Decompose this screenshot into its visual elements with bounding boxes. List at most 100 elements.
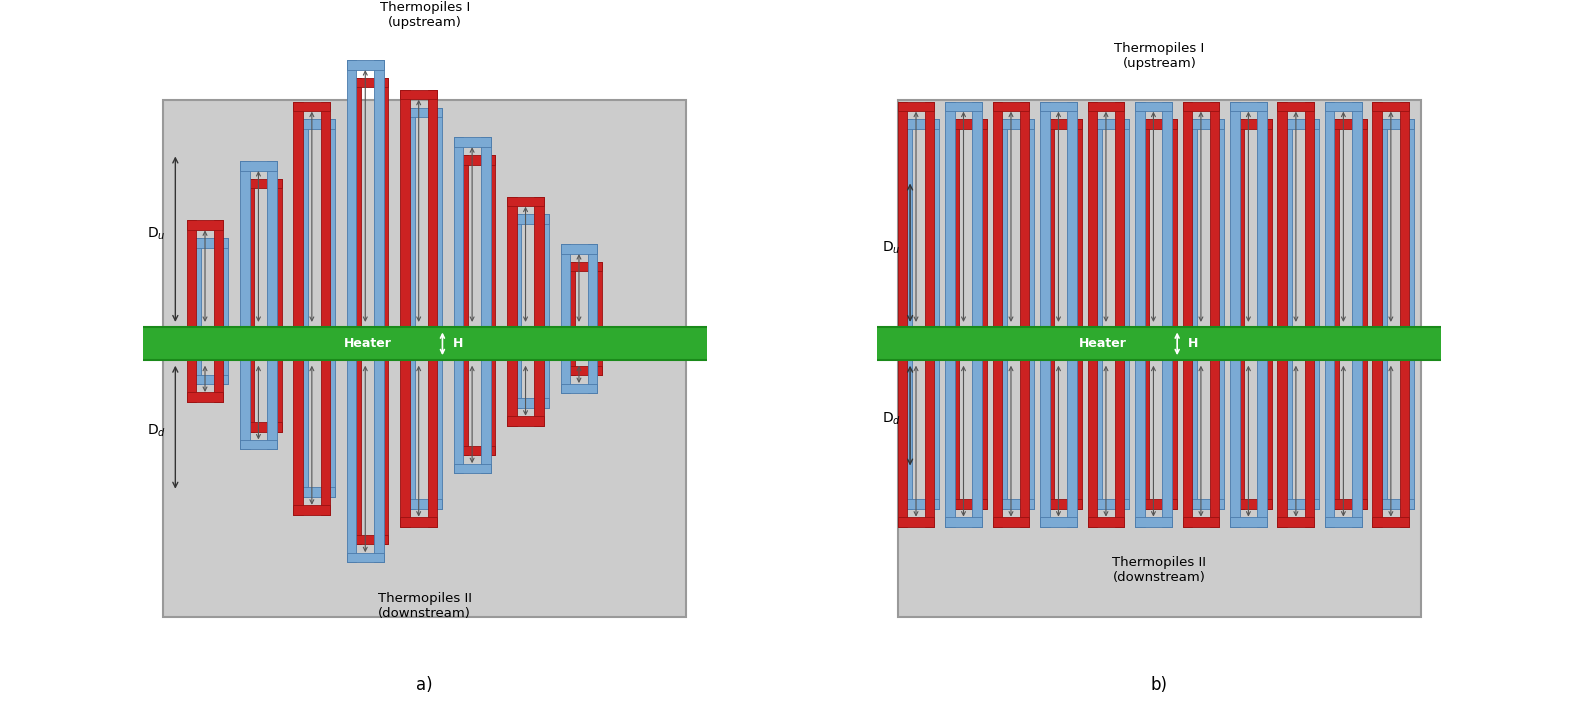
Bar — [325, 120, 334, 327]
Bar — [998, 360, 1007, 509]
Bar — [1163, 360, 1172, 527]
Bar — [1357, 120, 1367, 327]
Bar — [1376, 499, 1415, 509]
Bar — [379, 78, 388, 327]
Bar — [950, 360, 960, 509]
Bar — [187, 221, 196, 327]
Bar — [1281, 499, 1319, 509]
Bar — [930, 360, 939, 509]
Bar — [272, 179, 282, 327]
Bar — [268, 161, 277, 327]
Bar — [1405, 360, 1415, 509]
Bar — [512, 214, 521, 327]
Bar — [1136, 360, 1145, 527]
Bar — [1357, 360, 1367, 509]
Text: a): a) — [417, 676, 432, 694]
Bar — [1093, 499, 1129, 509]
Bar — [1277, 360, 1286, 527]
Bar — [1324, 102, 1334, 327]
Bar — [293, 102, 303, 327]
Bar — [374, 360, 383, 562]
Bar — [1183, 517, 1220, 527]
Bar — [561, 384, 597, 393]
Bar — [1140, 360, 1150, 509]
Bar — [192, 374, 228, 384]
Bar — [1236, 120, 1272, 129]
Bar — [482, 137, 491, 327]
Bar — [898, 360, 908, 527]
Bar — [539, 360, 548, 408]
Bar — [950, 499, 987, 509]
Bar — [898, 102, 908, 327]
Bar — [998, 120, 1007, 327]
Bar — [1183, 360, 1193, 527]
Bar — [1231, 360, 1240, 527]
Bar — [298, 360, 307, 497]
Bar — [1088, 102, 1125, 111]
Bar — [1231, 517, 1267, 527]
Bar — [1136, 102, 1172, 111]
Bar — [1188, 120, 1224, 129]
Bar — [561, 244, 597, 253]
Bar — [1262, 120, 1272, 327]
Bar — [1088, 102, 1098, 327]
Bar — [1329, 120, 1338, 327]
Bar — [379, 360, 388, 544]
Bar — [214, 360, 223, 402]
Bar — [214, 221, 223, 327]
Bar — [950, 120, 960, 327]
Bar — [993, 102, 1030, 111]
Bar — [325, 360, 334, 497]
Bar — [1210, 102, 1220, 327]
Bar — [1210, 360, 1220, 527]
Bar — [401, 90, 437, 100]
Bar — [1115, 360, 1125, 527]
Bar — [187, 221, 223, 230]
Text: D$_u$: D$_u$ — [147, 226, 166, 242]
Bar — [298, 120, 334, 129]
Bar — [1025, 120, 1034, 327]
Bar — [1324, 360, 1334, 527]
Bar — [163, 100, 686, 617]
Bar — [1310, 360, 1319, 509]
Bar — [241, 161, 277, 170]
Bar — [246, 360, 255, 432]
Bar — [1188, 499, 1224, 509]
Bar — [1041, 102, 1050, 327]
Bar — [192, 238, 201, 327]
Bar — [998, 499, 1034, 509]
Bar — [1236, 120, 1245, 327]
Bar — [973, 360, 982, 527]
Bar — [320, 360, 329, 515]
Bar — [241, 440, 277, 450]
Bar — [1183, 102, 1220, 111]
Bar — [347, 60, 383, 69]
Bar — [946, 360, 955, 527]
Bar — [374, 60, 383, 327]
Bar — [406, 107, 442, 117]
Bar — [1400, 360, 1410, 527]
Bar — [993, 360, 1003, 527]
Bar — [930, 120, 939, 327]
Bar — [453, 360, 463, 473]
Bar — [1183, 102, 1193, 327]
Bar — [458, 360, 467, 455]
Bar — [1068, 102, 1077, 327]
Bar — [592, 262, 602, 327]
Bar — [977, 120, 987, 327]
Bar — [1281, 360, 1291, 509]
Bar — [1072, 360, 1082, 509]
Bar — [565, 360, 575, 375]
Bar — [428, 360, 437, 527]
Bar — [1277, 102, 1286, 327]
Bar — [1167, 360, 1177, 509]
Bar — [946, 102, 955, 327]
Bar — [1120, 360, 1129, 509]
Bar — [561, 360, 570, 393]
Bar — [1236, 499, 1272, 509]
Text: H: H — [1188, 337, 1198, 350]
Bar — [1020, 102, 1030, 327]
Bar — [246, 179, 282, 188]
Bar — [925, 102, 935, 327]
Bar — [1372, 102, 1410, 111]
